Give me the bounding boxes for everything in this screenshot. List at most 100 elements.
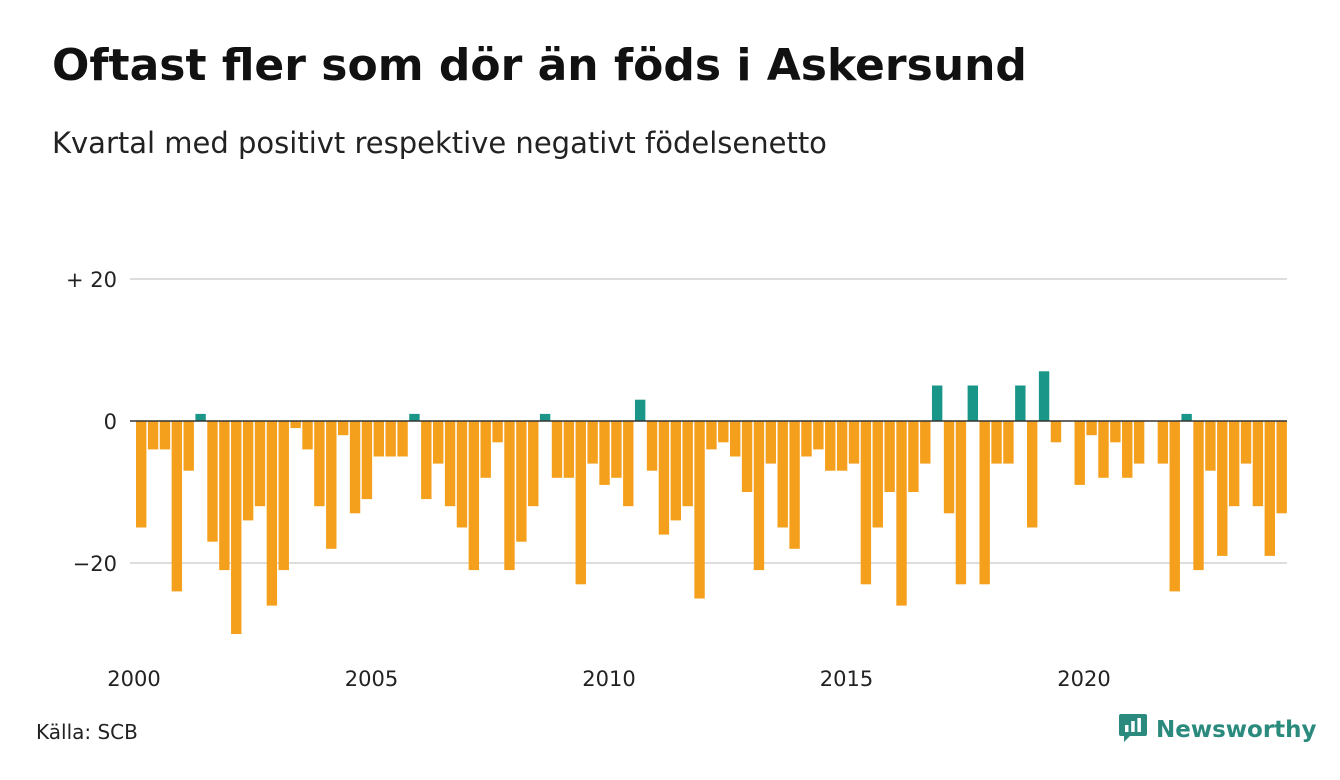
bar <box>1003 421 1014 464</box>
bar <box>599 421 610 485</box>
bar <box>266 421 278 606</box>
bar <box>409 413 420 421</box>
bar <box>694 421 705 599</box>
bar <box>730 421 741 457</box>
bar <box>789 421 800 549</box>
bar <box>634 399 646 421</box>
bar <box>848 421 860 464</box>
bar <box>421 421 432 500</box>
bar <box>1228 421 1240 507</box>
bar <box>587 421 598 464</box>
bar <box>1240 421 1252 464</box>
bar <box>195 413 206 421</box>
x-tick-label: 2000 <box>107 667 160 691</box>
bar <box>504 421 515 571</box>
bar <box>397 421 408 457</box>
bar <box>159 421 171 450</box>
bar <box>183 421 194 471</box>
bar <box>575 421 586 585</box>
bar <box>836 421 848 471</box>
bar <box>753 421 765 571</box>
bar <box>456 421 468 528</box>
grid-lines <box>130 278 1287 564</box>
bar <box>931 385 943 421</box>
bar <box>955 421 967 585</box>
bar <box>1050 421 1062 443</box>
bar <box>884 421 895 492</box>
bar <box>539 413 551 421</box>
bars <box>136 371 1287 634</box>
bar <box>551 421 563 478</box>
x-tick-label: 2020 <box>1057 667 1110 691</box>
bar <box>278 421 289 571</box>
bar <box>1205 421 1216 471</box>
bar <box>718 421 729 443</box>
bar <box>991 421 1002 464</box>
bar <box>468 421 480 571</box>
brand-logo[interactable]: Newsworthy <box>1118 712 1317 748</box>
bar <box>670 421 681 521</box>
bar <box>777 421 788 528</box>
bar <box>136 421 147 528</box>
bar <box>658 421 670 535</box>
bar <box>1169 421 1180 592</box>
bar <box>326 421 337 549</box>
bar <box>349 421 361 514</box>
bar <box>1086 421 1097 436</box>
bar <box>147 421 159 450</box>
bar <box>433 421 444 464</box>
bar <box>528 421 539 507</box>
bar <box>741 421 753 492</box>
bar <box>967 385 978 421</box>
bar <box>1193 421 1204 571</box>
bar <box>1027 421 1038 528</box>
newsworthy-logo-icon <box>1118 712 1148 748</box>
bar <box>611 421 622 478</box>
bar <box>242 421 254 521</box>
y-tick-label: 0 <box>104 410 117 434</box>
bar <box>385 421 396 457</box>
x-tick-label: 2015 <box>820 667 873 691</box>
source-label: Källa: SCB <box>36 720 138 744</box>
bar <box>1110 421 1121 443</box>
y-axis-ticks: + 20 0 −20 <box>66 268 117 576</box>
bar <box>979 421 990 585</box>
bar <box>219 421 230 571</box>
bar <box>516 421 527 542</box>
bar <box>896 421 907 606</box>
bar <box>920 421 931 464</box>
bar <box>1122 421 1133 478</box>
bar <box>480 421 491 478</box>
bar <box>492 421 503 443</box>
bar <box>207 421 218 542</box>
bar <box>765 421 777 464</box>
bar <box>1264 421 1275 556</box>
bar <box>1217 421 1228 556</box>
bar <box>171 421 183 592</box>
bar <box>706 421 717 450</box>
bar <box>813 421 824 450</box>
bar <box>231 421 242 634</box>
bar <box>254 421 266 507</box>
bar <box>801 421 812 457</box>
x-tick-label: 2010 <box>582 667 635 691</box>
bar <box>373 421 384 457</box>
bar <box>563 421 575 478</box>
bar <box>1015 385 1026 421</box>
x-axis-ticks: 2000 2005 2010 2015 2020 <box>107 667 1110 691</box>
bar <box>1098 421 1109 478</box>
y-tick-label: + 20 <box>66 268 117 292</box>
bar <box>682 421 693 507</box>
bar <box>1252 421 1264 507</box>
y-tick-label: −20 <box>73 552 117 576</box>
bar <box>1133 421 1145 464</box>
x-tick-label: 2005 <box>345 667 398 691</box>
bar <box>302 421 313 450</box>
bar <box>290 421 301 429</box>
bar <box>1181 413 1192 421</box>
bar <box>444 421 456 507</box>
bar <box>337 421 349 436</box>
bar <box>1276 421 1287 514</box>
chart-subtitle: Kvartal med positivt respektive negativt… <box>52 126 827 160</box>
